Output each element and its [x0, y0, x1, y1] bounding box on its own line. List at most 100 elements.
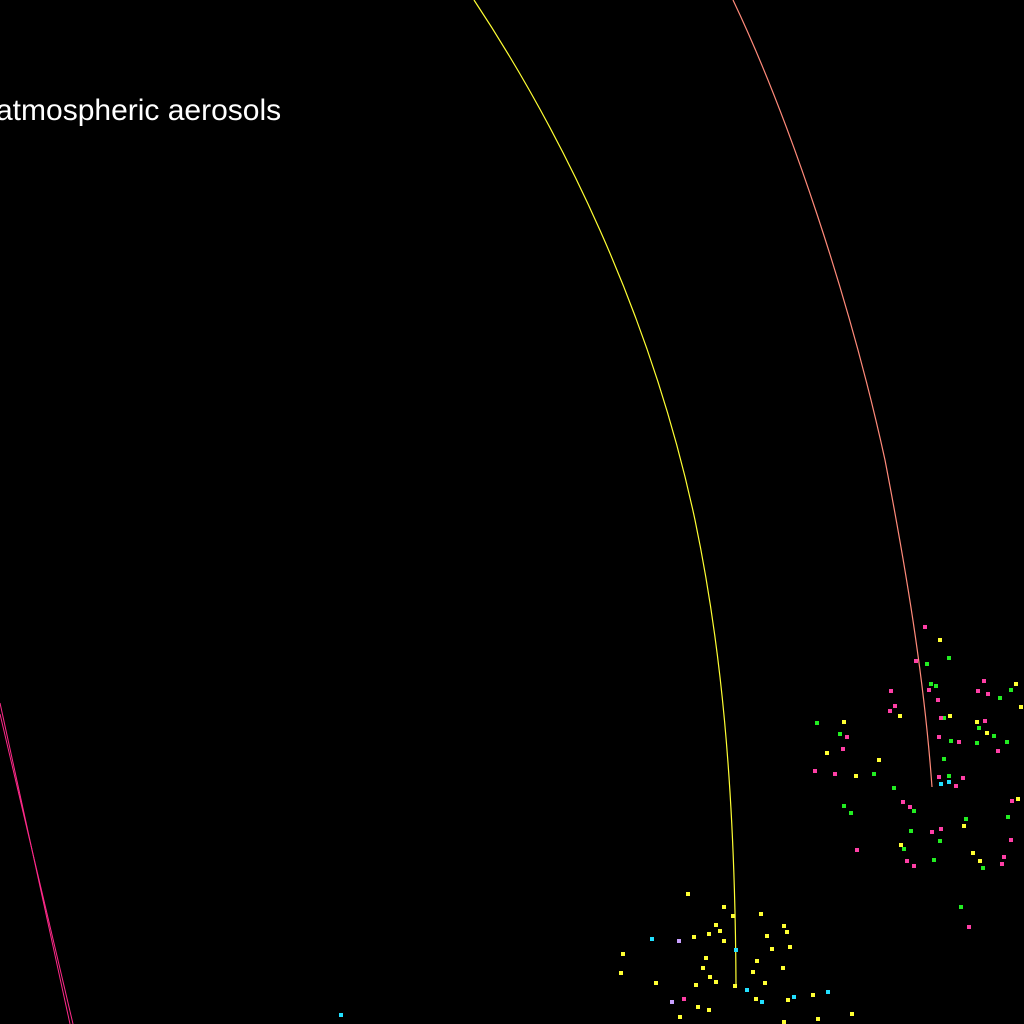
- yellow-particle: [978, 859, 982, 863]
- yellow-particle: [707, 932, 711, 936]
- yellow-particle: [811, 993, 815, 997]
- yellow-particle: [971, 851, 975, 855]
- yellow-particle: [714, 923, 718, 927]
- pink-particle: [983, 719, 987, 723]
- green-particle: [892, 786, 896, 790]
- green-particle: [959, 905, 963, 909]
- yellow-particle: [854, 774, 858, 778]
- green-particle: [998, 696, 1002, 700]
- pink-particle: [936, 698, 940, 702]
- yellow-particle: [781, 966, 785, 970]
- green-particle: [815, 721, 819, 725]
- yellow-particle: [701, 966, 705, 970]
- cyan-particle: [734, 948, 738, 952]
- yellow-particle: [759, 912, 763, 916]
- green-particle: [932, 858, 936, 862]
- pink-particle: [889, 689, 893, 693]
- yellow-particle: [763, 981, 767, 985]
- yellow-particle: [850, 1012, 854, 1016]
- pink-particle: [937, 775, 941, 779]
- yellow-particle: [816, 1017, 820, 1021]
- cyan-particle: [650, 937, 654, 941]
- magenta-trajectory-b: [0, 713, 74, 1024]
- yellow-particle: [696, 1005, 700, 1009]
- green-particle: [902, 847, 906, 851]
- green-particle: [934, 684, 938, 688]
- yellow-particle: [755, 959, 759, 963]
- pink-particle: [841, 747, 845, 751]
- pink-particle: [1000, 862, 1004, 866]
- cyan-particle: [792, 995, 796, 999]
- green-particle: [842, 804, 846, 808]
- cyan-particle: [745, 988, 749, 992]
- pink-particle: [930, 830, 934, 834]
- yellow-particle: [1014, 682, 1018, 686]
- yellow-particle: [765, 934, 769, 938]
- pink-particle: [813, 769, 817, 773]
- salmon-trajectory: [732, 0, 933, 788]
- pink-particle: [901, 800, 905, 804]
- yellow-particle: [722, 905, 726, 909]
- pink-particle: [957, 740, 961, 744]
- pink-particle: [914, 659, 918, 663]
- pink-particle: [833, 772, 837, 776]
- green-particle: [949, 739, 953, 743]
- pink-particle: [967, 925, 971, 929]
- pink-particle: [954, 784, 958, 788]
- yellow-particle: [985, 731, 989, 735]
- cyan-particle: [339, 1013, 343, 1017]
- particle-clusters: [339, 625, 1023, 1024]
- green-particle: [981, 866, 985, 870]
- pink-particle: [961, 776, 965, 780]
- yellow-particle: [1016, 797, 1020, 801]
- yellow-particle: [899, 843, 903, 847]
- yellow-particle: [782, 924, 786, 928]
- yellow-particle: [714, 980, 718, 984]
- green-particle: [992, 734, 996, 738]
- pink-particle: [927, 688, 931, 692]
- yellow-particle: [718, 929, 722, 933]
- lavender-particle: [677, 939, 681, 943]
- yellow-particle: [975, 720, 979, 724]
- pink-particle: [939, 827, 943, 831]
- yellow-particle: [707, 1008, 711, 1012]
- yellow-particle: [694, 983, 698, 987]
- pink-particle: [1010, 799, 1014, 803]
- yellow-particle: [754, 997, 758, 1001]
- yellow-particle: [782, 1020, 786, 1024]
- yellow-particle: [733, 984, 737, 988]
- pink-particle: [996, 749, 1000, 753]
- yellow-particle: [786, 998, 790, 1002]
- yellow-particle: [825, 751, 829, 755]
- pink-particle: [855, 848, 859, 852]
- yellow-particle: [938, 638, 942, 642]
- green-particle: [1006, 815, 1010, 819]
- green-particle: [849, 811, 853, 815]
- green-particle: [838, 732, 842, 736]
- pink-particle: [912, 864, 916, 868]
- pink-particle: [939, 716, 943, 720]
- yellow-particle: [962, 824, 966, 828]
- yellow-particle: [654, 981, 658, 985]
- yellow-particle: [770, 947, 774, 951]
- yellow-particle: [678, 1015, 682, 1019]
- pink-particle: [845, 735, 849, 739]
- pink-particle: [682, 997, 686, 1001]
- cyan-particle: [947, 780, 951, 784]
- pink-particle: [986, 692, 990, 696]
- yellow-particle: [731, 914, 735, 918]
- green-particle: [872, 772, 876, 776]
- green-particle: [925, 662, 929, 666]
- green-particle: [964, 817, 968, 821]
- pink-particle: [923, 625, 927, 629]
- yellow-particle: [751, 970, 755, 974]
- yellow-particle: [692, 935, 696, 939]
- yellow-particle: [898, 714, 902, 718]
- yellow-particle: [877, 758, 881, 762]
- yellow-particle: [785, 930, 789, 934]
- yellow-trajectory: [473, 0, 737, 986]
- green-particle: [929, 682, 933, 686]
- pink-particle: [937, 735, 941, 739]
- green-particle: [947, 774, 951, 778]
